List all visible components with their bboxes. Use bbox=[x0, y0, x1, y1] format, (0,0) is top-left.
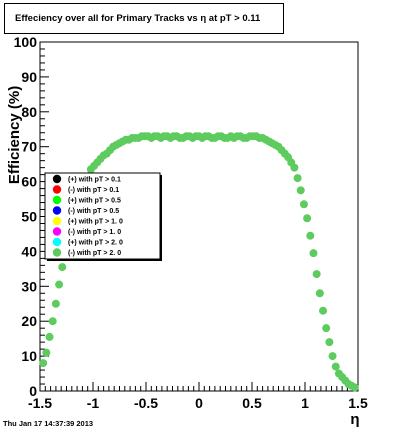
legend-label: (+) with pT > 2. 0 bbox=[68, 240, 123, 247]
x-tick-label: 1.5 bbox=[348, 395, 368, 411]
data-point bbox=[58, 263, 67, 272]
legend-label: (+) with pT > 0.5 bbox=[68, 198, 121, 205]
legend-label: (+) with pT > 0.1 bbox=[68, 177, 121, 184]
legend-label: (-) with pT > 1. 0 bbox=[68, 229, 121, 236]
y-tick-label: 0 bbox=[29, 383, 37, 399]
legend-marker bbox=[52, 227, 62, 236]
y-tick-label: 50 bbox=[21, 209, 37, 225]
legend-marker bbox=[52, 216, 62, 226]
data-point bbox=[322, 324, 331, 333]
data-point bbox=[51, 299, 60, 308]
legend-label: (-) with pT > 2. 0 bbox=[68, 250, 121, 257]
x-tick-label: -1.5 bbox=[28, 395, 52, 411]
legend-marker bbox=[52, 206, 62, 215]
data-point bbox=[293, 174, 302, 183]
y-tick-label: 30 bbox=[21, 278, 37, 294]
data-point bbox=[312, 270, 321, 279]
y-tick-label: 10 bbox=[21, 348, 37, 364]
legend-marker bbox=[52, 237, 62, 247]
data-point bbox=[48, 317, 57, 326]
legend-label: (-) with pT > 0.1 bbox=[68, 187, 119, 194]
data-point bbox=[55, 280, 64, 289]
y-tick-label: 40 bbox=[21, 243, 37, 259]
x-tick-label: 1 bbox=[301, 395, 309, 411]
x-axis-label: η bbox=[350, 411, 359, 428]
legend-label: (-) with pT > 0.5 bbox=[68, 208, 119, 215]
data-point bbox=[350, 383, 359, 392]
x-tick-label: 0 bbox=[195, 395, 203, 411]
y-tick-label: 90 bbox=[21, 69, 37, 85]
y-axis-label: Efficiency (%) bbox=[6, 86, 23, 184]
data-point bbox=[319, 306, 328, 315]
y-tick-label: 70 bbox=[21, 139, 37, 155]
data-point bbox=[299, 200, 308, 209]
legend-marker bbox=[52, 185, 62, 194]
x-tick-label: 0.5 bbox=[242, 395, 262, 411]
data-point bbox=[331, 362, 340, 371]
legend-label: (+) with pT > 1. 0 bbox=[68, 219, 123, 226]
data-point bbox=[306, 231, 315, 240]
data-point bbox=[325, 338, 334, 347]
legend-marker bbox=[52, 248, 62, 257]
y-tick-label: 60 bbox=[21, 174, 37, 190]
data-point bbox=[42, 348, 51, 357]
data-point bbox=[328, 352, 337, 361]
data-point bbox=[45, 332, 54, 341]
timestamp-footer: Thu Jan 17 14:37:39 2013 bbox=[3, 419, 94, 428]
legend-marker bbox=[52, 195, 62, 205]
x-tick-label: -0.5 bbox=[134, 395, 158, 411]
chart-title: Effeciency over all for Primary Tracks v… bbox=[4, 3, 284, 34]
legend-box bbox=[44, 172, 161, 260]
data-point bbox=[290, 163, 299, 172]
data-point bbox=[315, 289, 324, 298]
y-tick-label: 80 bbox=[21, 104, 37, 120]
x-tick-label: -1 bbox=[87, 395, 100, 411]
data-point bbox=[39, 359, 48, 368]
y-tick-label: 20 bbox=[21, 313, 37, 329]
y-tick-label: 100 bbox=[14, 34, 38, 50]
data-point bbox=[309, 249, 318, 258]
data-point bbox=[296, 186, 305, 195]
legend-marker bbox=[52, 174, 62, 184]
data-point bbox=[303, 214, 312, 223]
